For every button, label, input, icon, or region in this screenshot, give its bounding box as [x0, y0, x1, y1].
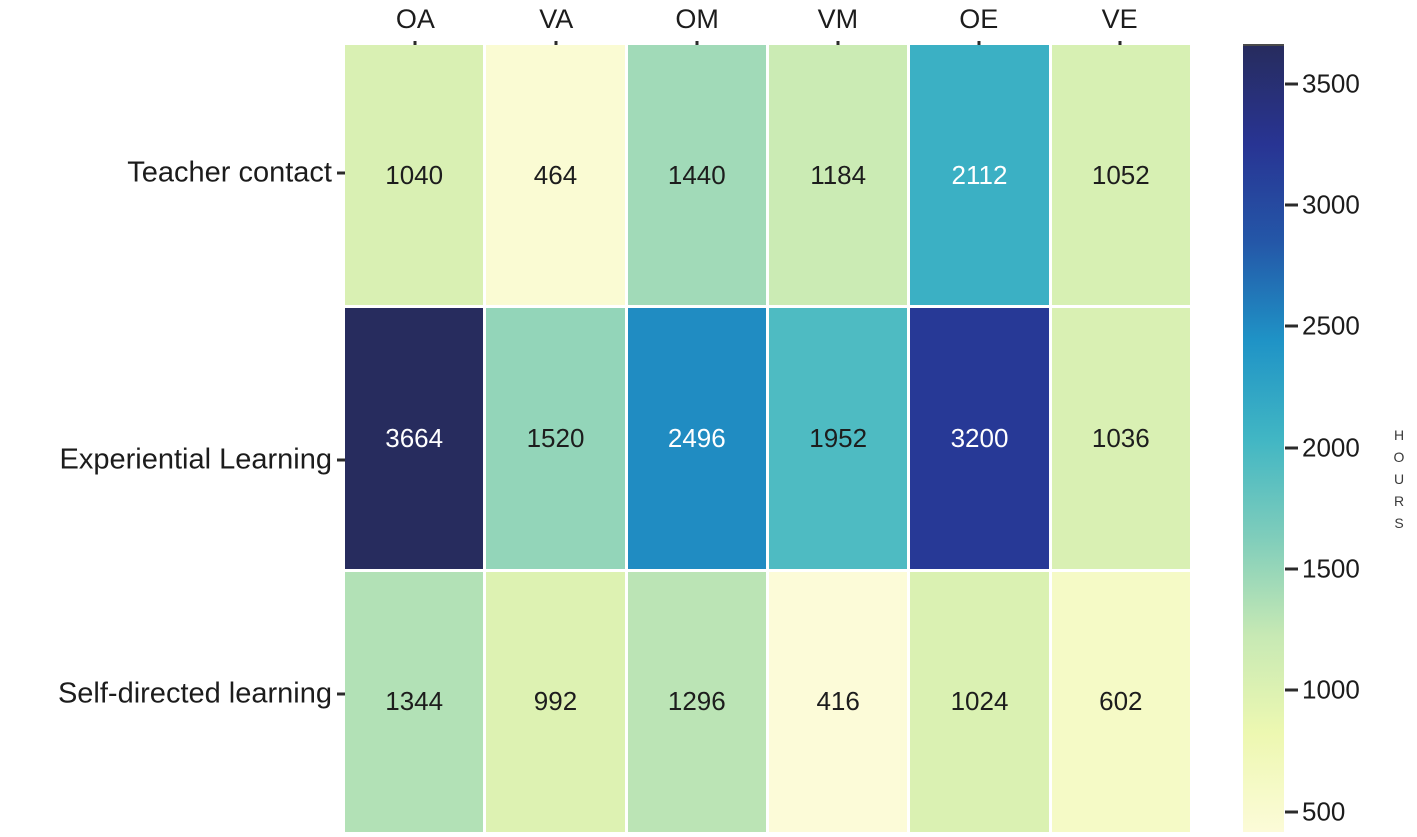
- colorbar-tick: [1285, 82, 1298, 86]
- heatmap-cell: 1184: [768, 45, 908, 306]
- column-label: OE: [959, 4, 999, 34]
- column-label: OA: [395, 4, 435, 34]
- heatmap-cell: 602: [1051, 571, 1190, 832]
- colorbar-tick: [1285, 203, 1298, 207]
- row-tick: [337, 458, 350, 462]
- row-tick: [337, 692, 350, 696]
- heatmap-cell: 1952: [768, 308, 908, 569]
- heatmap-cell: 1052: [1051, 45, 1190, 306]
- column-label: VA: [539, 4, 574, 34]
- colorbar-tick-label: 2000: [1302, 432, 1360, 463]
- colorbar-tick-label: 1000: [1302, 674, 1360, 705]
- heatmap-cell: 3664: [345, 308, 484, 569]
- heatmap-cell: 1024: [910, 571, 1049, 832]
- colorbar-tick-label: 2500: [1302, 310, 1360, 341]
- colorbar-tick: [1285, 688, 1298, 692]
- colorbar-tick: [1285, 810, 1298, 814]
- row-label: Self-directed learning: [57, 677, 332, 710]
- heatmap-cell: 1296: [627, 571, 766, 832]
- colorbar-tick-label: 3000: [1302, 189, 1360, 220]
- heatmap-cell: 416: [768, 571, 908, 832]
- column-label: OM: [675, 4, 719, 34]
- column-label: VM: [817, 4, 859, 34]
- heatmap-cell: 1036: [1051, 308, 1190, 569]
- row-label: Teacher contact: [127, 156, 332, 189]
- heatmap-cell: 1344: [345, 571, 484, 832]
- row-label: Experiential Learning: [59, 443, 332, 476]
- column-label: VE: [1101, 4, 1138, 34]
- heatmap-cell: 1520: [486, 308, 625, 569]
- colorbar-tick-label: 500: [1302, 796, 1346, 827]
- heatmap-cell: 3200: [910, 308, 1049, 569]
- colorbar-tick-label: 3500: [1302, 68, 1360, 99]
- row-tick: [337, 171, 350, 175]
- heatmap-grid: 1040 464 1440 1184 2112 1052 3664 1520 2496 1952 3…: [345, 45, 1190, 832]
- colorbar-tick-label: 1500: [1302, 553, 1360, 584]
- heatmap-cell: 1440: [627, 45, 766, 306]
- colorbar-tick: [1285, 567, 1298, 571]
- heatmap-cell: 992: [486, 571, 625, 832]
- colorbar-title: HOURS: [1391, 427, 1407, 537]
- heatmap-cell: 464: [486, 45, 625, 306]
- colorbar-tick: [1285, 324, 1298, 328]
- heatmap-cell: 2496: [627, 308, 766, 569]
- heatmap-cell: 2112: [910, 45, 1049, 306]
- heatmap-cell: 1040: [345, 45, 484, 306]
- colorbar-tick: [1285, 446, 1298, 450]
- colorbar-gradient: [1243, 44, 1284, 832]
